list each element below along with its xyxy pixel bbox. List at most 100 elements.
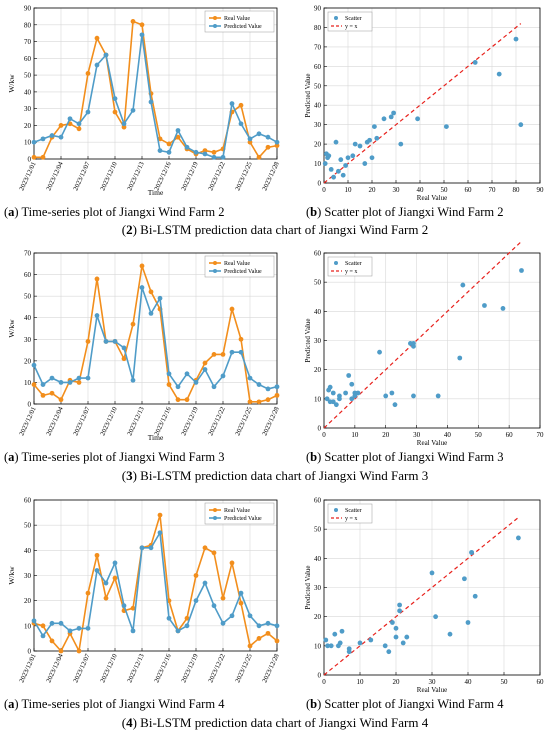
x-tick-label: 60 <box>465 186 473 194</box>
scatter-point <box>386 649 392 655</box>
data-point-predicted <box>211 603 217 609</box>
y-tick-label: 50 <box>314 82 322 90</box>
scatter-point <box>472 593 478 599</box>
x-tick-label: 50 <box>501 678 509 686</box>
scatter-point <box>382 643 388 649</box>
y-tick-label: 90 <box>24 5 32 13</box>
y-tick-label: 60 <box>314 497 322 505</box>
data-point-predicted <box>67 380 73 385</box>
data-point-real <box>49 638 55 644</box>
data-point-predicted <box>193 598 199 604</box>
legend-marker <box>334 508 338 512</box>
data-point-real <box>274 392 280 398</box>
scatter-point <box>337 393 342 399</box>
y-tick-label: 50 <box>314 279 322 287</box>
y-axis-label: W/kw <box>7 566 16 585</box>
data-point-predicted <box>58 380 64 385</box>
data-point-predicted <box>184 623 190 629</box>
scatter-point <box>469 550 474 555</box>
data-point-real <box>184 397 190 403</box>
caption-scatter-farm3: (b) Scatter plot of Jiangxi Wind Farm 3 <box>306 450 504 464</box>
legend-label: Predicted Value <box>224 24 262 30</box>
scatter-point <box>349 396 355 402</box>
scatter-point <box>404 634 410 640</box>
x-tick-label: 2023/12/25 <box>234 160 254 192</box>
data-point-real <box>121 124 127 130</box>
y-tick-label: 0 <box>28 648 32 656</box>
scatter-point <box>346 373 352 378</box>
data-point-predicted <box>238 349 244 355</box>
x-tick-label: 2023/12/01 <box>18 161 37 192</box>
data-point-real <box>211 550 217 556</box>
scatter-point <box>352 393 358 399</box>
data-point-real <box>238 600 244 606</box>
x-tick-label: 2023/12/22 <box>207 160 227 192</box>
series-line-predicted <box>33 287 278 390</box>
data-point-predicted <box>94 62 100 68</box>
x-tick-label: 20 <box>369 186 377 194</box>
data-point-predicted <box>157 530 163 536</box>
data-point-predicted <box>220 154 226 160</box>
y-tick-label: 50 <box>24 293 32 301</box>
x-tick-label: 2023/12/19 <box>180 652 200 684</box>
data-point-predicted <box>49 620 55 626</box>
x-tick-label: 2023/12/10 <box>99 160 119 192</box>
data-point-real <box>265 397 271 403</box>
scatter-point <box>332 631 338 637</box>
series-line-predicted <box>33 34 278 159</box>
data-point-predicted <box>112 560 118 566</box>
scatter-point <box>435 393 441 399</box>
data-point-real <box>211 149 217 155</box>
data-point-predicted <box>31 139 37 145</box>
data-point-predicted <box>148 311 154 316</box>
data-point-real <box>175 397 181 403</box>
data-point-predicted <box>49 375 55 381</box>
y-tick-label: 20 <box>24 597 32 605</box>
x-tick-label: 2023/12/19 <box>180 160 200 192</box>
data-point-predicted <box>139 32 145 38</box>
y-tick-label: 40 <box>24 314 32 322</box>
series-line-real <box>33 265 278 403</box>
legend-marker <box>213 16 217 20</box>
scatter-point <box>392 402 398 408</box>
x-tick-label: 2023/12/13 <box>126 160 146 192</box>
y-tick-label: 30 <box>314 121 322 129</box>
caption-ts-farm2: (a) Time-series plot of Jiangxi Wind Far… <box>4 205 225 219</box>
legend-marker <box>213 261 217 265</box>
data-point-real <box>121 356 127 362</box>
data-point-real <box>130 605 136 611</box>
data-point-real <box>139 263 145 269</box>
data-point-real <box>130 19 136 24</box>
y-axis-label: Predicted Value <box>304 319 312 363</box>
data-point-real <box>49 390 55 396</box>
caption-ts-farm3: (a) Time-series plot of Jiangxi Wind Far… <box>4 450 225 464</box>
legend-label: Predicted Value <box>224 516 262 522</box>
data-point-real <box>193 573 199 578</box>
scatter-point <box>323 637 329 643</box>
data-point-real <box>40 392 46 398</box>
data-point-real <box>94 276 100 282</box>
data-point-real <box>85 590 91 596</box>
x-axis-label: Time <box>148 188 164 197</box>
x-tick-label: 2023/12/07 <box>72 160 92 192</box>
data-point-real <box>265 144 271 150</box>
data-point-real <box>256 399 262 405</box>
data-point-real <box>76 648 82 654</box>
scatter-point <box>519 268 524 273</box>
x-tick-label: 10 <box>357 678 365 686</box>
x-axis-label: Real Value <box>417 439 447 447</box>
data-point-predicted <box>211 384 217 390</box>
y-tick-label: 60 <box>24 271 32 279</box>
y-tick-label: 0 <box>318 425 322 433</box>
x-tick-label: 10 <box>345 186 353 194</box>
x-tick-label: 2023/12/01 <box>18 653 37 684</box>
data-point-predicted <box>175 128 181 133</box>
data-point-predicted <box>130 377 136 383</box>
y-axis-label: W/kw <box>7 319 16 338</box>
y-tick-label: 60 <box>314 63 322 71</box>
scatter-point <box>328 643 334 649</box>
data-point-predicted <box>238 590 244 596</box>
y-tick-label: 0 <box>28 156 32 164</box>
data-point-predicted <box>67 116 73 122</box>
x-tick-label: 60 <box>506 431 514 439</box>
